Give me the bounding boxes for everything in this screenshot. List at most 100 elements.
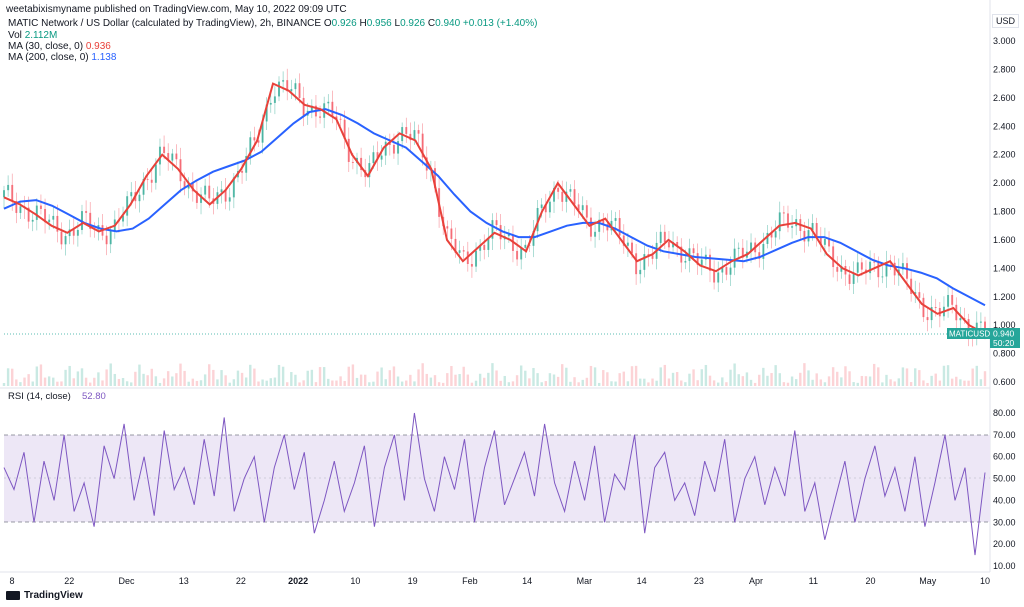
- volume-bar: [52, 377, 55, 386]
- volume-bar: [203, 374, 207, 386]
- tradingview-logo[interactable]: TradingView: [6, 590, 83, 601]
- volume-bar: [975, 365, 978, 386]
- candle-body: [762, 243, 765, 259]
- time-tick: Feb: [462, 576, 478, 586]
- open-value: 0.926: [331, 18, 357, 29]
- candle-body: [766, 232, 769, 244]
- volume-bar: [901, 367, 905, 386]
- candle-body: [885, 261, 888, 277]
- volume-bar: [511, 381, 515, 386]
- volume-bar: [569, 381, 572, 386]
- volume-bar: [827, 376, 831, 386]
- candle-body: [852, 272, 855, 284]
- volume-bar: [101, 380, 104, 386]
- volume-bar: [495, 370, 498, 386]
- candle-body: [368, 163, 371, 178]
- low-label: L: [394, 18, 401, 29]
- volume-bar: [446, 373, 449, 386]
- volume-bar: [105, 369, 108, 386]
- candle-body: [163, 146, 166, 154]
- candle-body: [651, 255, 654, 259]
- candle-body: [35, 205, 38, 220]
- candle-body: [836, 267, 839, 272]
- volume-bar: [552, 374, 556, 386]
- volume-bar: [770, 373, 773, 386]
- volume-bar: [905, 368, 909, 386]
- volume-bar: [93, 377, 96, 386]
- candle-body: [791, 226, 794, 228]
- volume-bar: [199, 380, 203, 386]
- candle-body: [294, 83, 297, 90]
- candle-body: [951, 294, 954, 305]
- volume-bar: [150, 368, 153, 386]
- candle-body: [105, 235, 108, 245]
- candle-body: [200, 194, 203, 203]
- volume-bar: [400, 381, 404, 386]
- volume-bar: [532, 367, 535, 386]
- volume-bar: [244, 377, 248, 386]
- volume-bar: [240, 372, 244, 386]
- volume-bar: [967, 380, 970, 386]
- volume-bar: [138, 364, 141, 386]
- candle-body: [150, 179, 153, 183]
- volume-bar: [88, 382, 92, 386]
- volume-bar: [39, 364, 43, 386]
- volume-bar: [80, 368, 84, 386]
- last-price-badge: [990, 328, 1020, 348]
- candle-body: [984, 321, 986, 335]
- volume-bar: [257, 381, 260, 386]
- volume-bar: [893, 381, 896, 386]
- volume-bar: [339, 376, 342, 386]
- candle-body: [589, 217, 592, 237]
- candle-body: [232, 177, 235, 198]
- volume-bar: [474, 380, 478, 386]
- candle-body: [577, 204, 580, 211]
- candle-body: [758, 252, 761, 259]
- candle-body: [454, 238, 457, 253]
- volume-bar: [388, 370, 392, 386]
- volume-bar: [146, 375, 149, 386]
- candle-body: [696, 253, 699, 265]
- volume-bar: [643, 378, 646, 386]
- rsi-label: RSI (14, close): [8, 391, 71, 402]
- volume-bar: [831, 367, 835, 386]
- candle-body: [224, 189, 227, 202]
- candle-body: [48, 219, 51, 223]
- volume-bar: [450, 366, 453, 386]
- volume-bar: [84, 377, 88, 386]
- volume-bar: [113, 373, 117, 386]
- candle-body: [918, 292, 921, 298]
- volume-bar: [983, 371, 987, 386]
- candle-body: [450, 228, 453, 239]
- volume-bar: [844, 366, 847, 386]
- volume-bar: [507, 382, 511, 386]
- candle-body: [76, 229, 79, 236]
- close-value: 0.940: [435, 18, 461, 29]
- volume-bar: [602, 370, 605, 386]
- volume-bar: [298, 382, 301, 386]
- price-tick: 0.600: [993, 377, 1016, 387]
- currency-label[interactable]: USD: [992, 14, 1020, 28]
- high-label: H: [359, 18, 367, 29]
- candle-body: [782, 212, 785, 214]
- volume-bar: [515, 375, 519, 386]
- volume-bar: [134, 371, 137, 386]
- candle-body: [536, 207, 539, 232]
- volume-bar: [630, 366, 634, 386]
- candle-body: [425, 157, 428, 171]
- volume-bar: [27, 374, 30, 386]
- candle-body: [548, 201, 551, 213]
- candle-body: [286, 80, 289, 92]
- volume-bar: [860, 375, 864, 386]
- volume-bar: [171, 376, 174, 386]
- candle-body: [585, 205, 588, 218]
- volume-bar: [524, 370, 527, 386]
- volume-bar: [811, 379, 814, 386]
- volume-bar: [667, 378, 671, 386]
- volume-bar: [696, 380, 699, 386]
- volume-bar: [392, 366, 396, 386]
- volume-bar: [794, 379, 798, 386]
- volume-bar: [712, 380, 716, 386]
- volume-bar: [335, 380, 338, 386]
